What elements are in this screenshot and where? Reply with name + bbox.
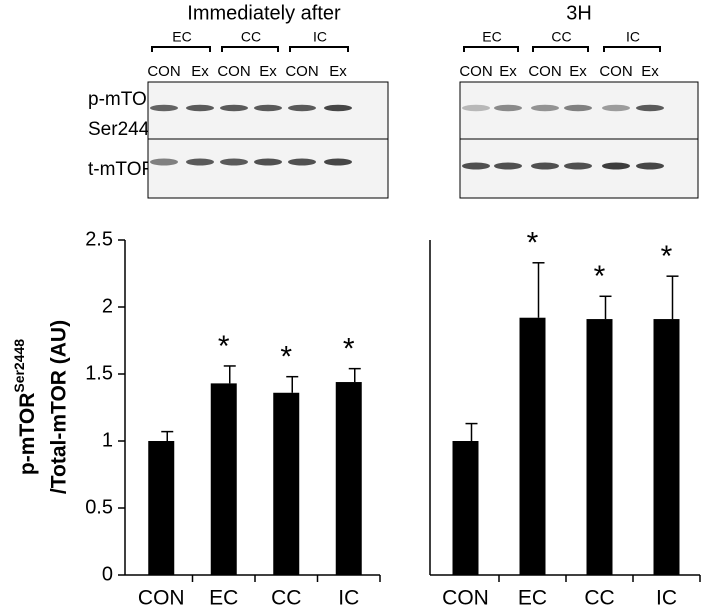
y-axis-label: /Total-mTOR (AU) [48, 320, 71, 494]
y-tick-label: 0.5 [85, 496, 113, 518]
blot-title: Immediately after [187, 2, 341, 24]
band [494, 162, 522, 170]
band [288, 104, 316, 112]
blot-group-label: IC [313, 29, 327, 45]
group-bracket [603, 46, 661, 52]
bar [210, 383, 237, 575]
band [494, 104, 522, 112]
band [324, 158, 352, 166]
x-tick-label: CC [271, 587, 301, 610]
lane-label: CON [459, 63, 492, 80]
y-tick-label: 1 [102, 429, 113, 451]
lane-label: Ex [569, 63, 587, 80]
band [220, 158, 248, 166]
band [564, 162, 592, 170]
x-tick-label: EC [518, 587, 547, 610]
lane-label: CON [285, 63, 318, 80]
significance-marker: * [218, 330, 230, 363]
band [564, 104, 592, 112]
x-tick-label: CON [442, 587, 489, 610]
significance-marker: * [594, 260, 606, 293]
group-bracket [289, 46, 349, 52]
lane-label: CON [599, 63, 632, 80]
band [150, 104, 178, 112]
band [220, 104, 248, 112]
bar [519, 317, 546, 575]
band [324, 104, 352, 112]
group-bracket [532, 46, 589, 52]
bar [586, 319, 613, 575]
lane-label: Ex [499, 63, 517, 80]
bar [335, 382, 362, 575]
group-bracket [463, 46, 519, 52]
y-tick-label: 1.5 [85, 362, 113, 384]
x-tick-label: CC [584, 587, 614, 610]
x-tick-label: EC [209, 587, 238, 610]
blot-row-label: t-mTOR [88, 159, 155, 180]
lane-label: Ex [329, 63, 347, 80]
bar [452, 441, 479, 575]
band [254, 158, 282, 166]
y-tick-label: 0 [102, 563, 113, 585]
significance-marker: * [280, 341, 292, 374]
group-bracket [151, 46, 211, 52]
band [636, 162, 664, 170]
band [602, 104, 630, 112]
band [602, 162, 630, 170]
band [531, 104, 559, 112]
significance-marker: * [527, 227, 539, 260]
band [288, 158, 316, 166]
x-tick-label: IC [656, 587, 677, 610]
bar [273, 392, 300, 575]
y-label-main: p-mTOR [16, 393, 39, 475]
band [462, 162, 490, 170]
group-bracket [221, 46, 279, 52]
x-tick-label: IC [338, 587, 359, 610]
band [254, 104, 282, 112]
blot-title: 3H [566, 2, 592, 24]
blot-group-label: CC [551, 29, 571, 45]
blot-row-label: p-mTOR [88, 89, 160, 110]
lane-label: CON [528, 63, 561, 80]
band [462, 104, 490, 112]
band [531, 162, 559, 170]
lane-label: CON [217, 63, 250, 80]
lane-label: CON [147, 63, 180, 80]
significance-marker: * [661, 240, 673, 273]
y-tick-label: 2.5 [85, 228, 113, 250]
band [186, 104, 214, 112]
blot-group-label: IC [626, 29, 640, 45]
lane-label: Ex [259, 63, 277, 80]
blot-row-label: Ser2448 [88, 119, 160, 140]
y-label-superscript: Ser2448 [11, 339, 27, 393]
lane-label: Ex [191, 63, 209, 80]
x-tick-label: CON [138, 587, 185, 610]
lane-label: Ex [641, 63, 659, 80]
blot-group-label: CC [241, 29, 261, 45]
blot-box [459, 81, 699, 199]
bar [653, 319, 680, 575]
blot-group-label: EC [172, 29, 191, 45]
blot-box [147, 81, 389, 199]
band [150, 158, 178, 166]
significance-marker: * [343, 333, 355, 366]
bar [148, 441, 175, 575]
band [636, 104, 664, 112]
band [186, 158, 214, 166]
y-axis-label: p-mTORSer2448 [11, 339, 39, 475]
y-tick-label: 2 [102, 295, 113, 317]
blot-group-label: EC [482, 29, 501, 45]
